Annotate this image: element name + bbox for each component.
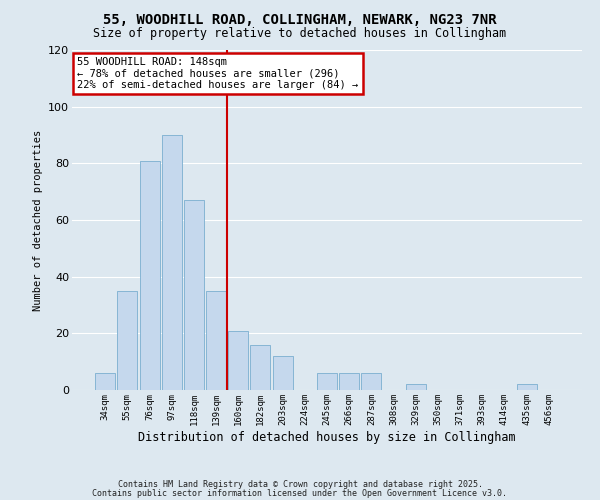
Text: Contains public sector information licensed under the Open Government Licence v3: Contains public sector information licen… xyxy=(92,488,508,498)
Bar xyxy=(517,384,536,390)
Bar xyxy=(118,291,137,390)
Bar xyxy=(162,135,182,390)
Bar xyxy=(339,373,359,390)
Bar xyxy=(228,330,248,390)
Y-axis label: Number of detached properties: Number of detached properties xyxy=(32,130,43,310)
Text: Contains HM Land Registry data © Crown copyright and database right 2025.: Contains HM Land Registry data © Crown c… xyxy=(118,480,482,489)
Bar xyxy=(250,344,271,390)
Text: Size of property relative to detached houses in Collingham: Size of property relative to detached ho… xyxy=(94,28,506,40)
X-axis label: Distribution of detached houses by size in Collingham: Distribution of detached houses by size … xyxy=(138,430,516,444)
Bar xyxy=(140,160,160,390)
Bar xyxy=(206,291,226,390)
Bar xyxy=(272,356,293,390)
Bar xyxy=(406,384,426,390)
Bar xyxy=(184,200,204,390)
Bar xyxy=(361,373,382,390)
Text: 55 WOODHILL ROAD: 148sqm
← 78% of detached houses are smaller (296)
22% of semi-: 55 WOODHILL ROAD: 148sqm ← 78% of detach… xyxy=(77,57,358,90)
Text: 55, WOODHILL ROAD, COLLINGHAM, NEWARK, NG23 7NR: 55, WOODHILL ROAD, COLLINGHAM, NEWARK, N… xyxy=(103,12,497,26)
Bar xyxy=(95,373,115,390)
Bar xyxy=(317,373,337,390)
